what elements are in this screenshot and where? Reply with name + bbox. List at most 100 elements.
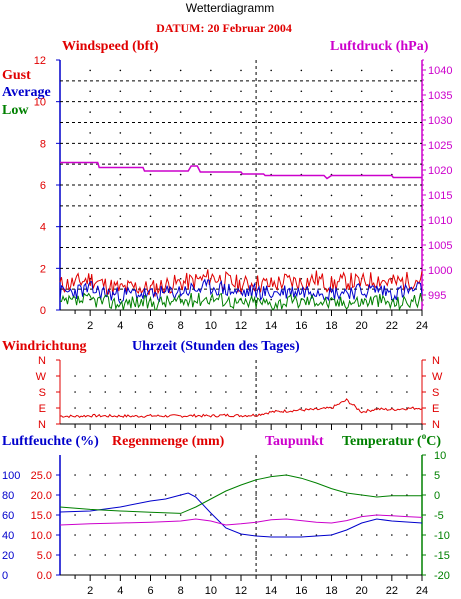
degree-symbol: o: [422, 431, 427, 441]
humidity-grid-dot: [194, 494, 197, 496]
wind-grid-dot: [360, 90, 363, 93]
humidity-grid-dot: [330, 474, 333, 476]
hour-tick-label: 20: [356, 585, 368, 597]
wind-grid-dot: [119, 236, 122, 238]
direction-grid-dot: [375, 407, 378, 409]
wind-grid-dot: [149, 194, 152, 197]
direction-grid-dot: [345, 391, 348, 393]
wind-grid-dot: [240, 173, 242, 176]
humidity-grid-dot: [391, 534, 393, 536]
humidity-grid-dot: [164, 494, 167, 496]
direction-grid-dot: [225, 391, 227, 393]
humidity-grid-dot: [270, 554, 272, 556]
wind-y-tick-label: 4: [40, 222, 46, 234]
wind-grid-dot: [300, 236, 303, 238]
wind-grid-dot: [149, 257, 152, 259]
wind-hour-tick-label: 16: [295, 320, 307, 332]
wind-grid-dot: [210, 152, 212, 155]
wind-grid-dot: [391, 69, 393, 72]
wind-grid-dot: [240, 90, 242, 93]
wind-grid-dot: [210, 69, 212, 72]
humidity-grid-dot: [315, 534, 318, 536]
direction-grid-dot: [119, 391, 122, 393]
humidity-grid-dot: [285, 554, 288, 556]
direction-grid-dot: [104, 407, 107, 409]
humidity-grid-dot: [104, 494, 107, 496]
humidity-grid-dot: [345, 534, 348, 536]
direction-title: Windrichtung: [2, 339, 87, 354]
humidity-grid-dot: [345, 494, 348, 496]
humidity-grid-dot: [134, 554, 137, 556]
wind-grid-dot: [270, 111, 272, 113]
humidity-grid-dot: [240, 534, 242, 536]
page-title: Wetterdiagramm: [186, 1, 274, 15]
pressure-y-tick-label: 1005: [428, 240, 452, 252]
humidity-grid-dot: [119, 554, 122, 556]
humidity-grid-dot: [285, 494, 288, 496]
rain-y-tick-label: 5.0: [37, 550, 52, 562]
direction-grid-dot: [270, 375, 272, 377]
humidity-grid-dot: [360, 534, 363, 536]
wind-grid-dot: [330, 298, 333, 301]
wind-grid-dot: [330, 69, 333, 72]
temperature-y-tick-label: -10: [434, 530, 450, 542]
humidity-grid-dot: [210, 494, 212, 496]
temperature-y-tick-label: 0: [434, 490, 440, 502]
humidity-series-line: [59, 492, 423, 538]
wind-grid-dot: [149, 215, 152, 218]
direction-grid-dot: [406, 391, 408, 393]
humidity-grid-dot: [149, 514, 152, 516]
wind-grid-dot: [119, 194, 122, 197]
humidity-grid-dot: [270, 534, 272, 536]
humidity-grid-dot: [285, 514, 288, 516]
wind-grid-dot: [270, 194, 272, 197]
direction-y-tick-label-right: N: [432, 419, 440, 431]
wind-grid-dot: [119, 298, 122, 301]
humidity-grid-dot: [149, 534, 152, 536]
humidity-grid-dot: [375, 554, 378, 556]
pressure-y-tick-label: 1000: [428, 265, 452, 277]
wind-y-tick-label: 12: [34, 55, 46, 67]
wind-grid-dot: [360, 152, 363, 155]
humidity-grid-dot: [360, 514, 363, 516]
direction-grid-dot: [74, 407, 76, 409]
wind-grid-dot: [210, 257, 212, 259]
wind-grid-dot: [330, 90, 333, 93]
direction-grid-dot: [134, 391, 137, 393]
wind-grid-dot: [119, 173, 122, 176]
legend-low: Low: [2, 103, 29, 118]
direction-grid-dot: [406, 375, 408, 377]
humidity-grid-dot: [330, 494, 333, 496]
humidity-grid-dot: [104, 534, 107, 536]
humidity-grid-dot: [164, 534, 167, 536]
humidity-grid-dot: [375, 534, 378, 536]
direction-grid-dot: [134, 407, 137, 409]
wind-grid-dot: [240, 132, 242, 134]
humidity-grid-dot: [179, 514, 182, 516]
humidity-y-tick-label: 100: [2, 470, 20, 482]
wind-grid-dot: [300, 111, 303, 113]
wind-grid-dot: [240, 257, 242, 259]
humidity-grid-dot: [240, 554, 242, 556]
humidity-grid-dot: [345, 474, 348, 476]
wind-y-tick-label: 0: [40, 305, 46, 317]
wind-grid-dot: [270, 152, 272, 155]
direction-grid-dot: [179, 391, 182, 393]
humidity-grid-dot: [164, 514, 167, 516]
wind-grid-dot: [119, 111, 122, 113]
wind-y-tick-label: 8: [40, 138, 46, 150]
wind-grid-dot: [270, 257, 272, 259]
wind-grid-dot: [360, 69, 363, 72]
wind-grid-dot: [360, 257, 363, 259]
direction-grid-dot: [285, 391, 288, 393]
direction-grid-dot: [360, 391, 363, 393]
wind-grid-dot: [330, 215, 333, 218]
humidity-y-tick-label: 60: [2, 510, 14, 522]
wind-hour-tick-label: 10: [205, 320, 217, 332]
wind-grid-dot: [240, 277, 242, 280]
time-axis-title: Uhrzeit (Stunden des Tages): [132, 339, 300, 354]
temperature-series-line: [59, 474, 422, 514]
wind-grid-dot: [149, 277, 152, 280]
wind-grid-dot: [119, 132, 122, 134]
humidity-grid-dot: [330, 554, 333, 556]
